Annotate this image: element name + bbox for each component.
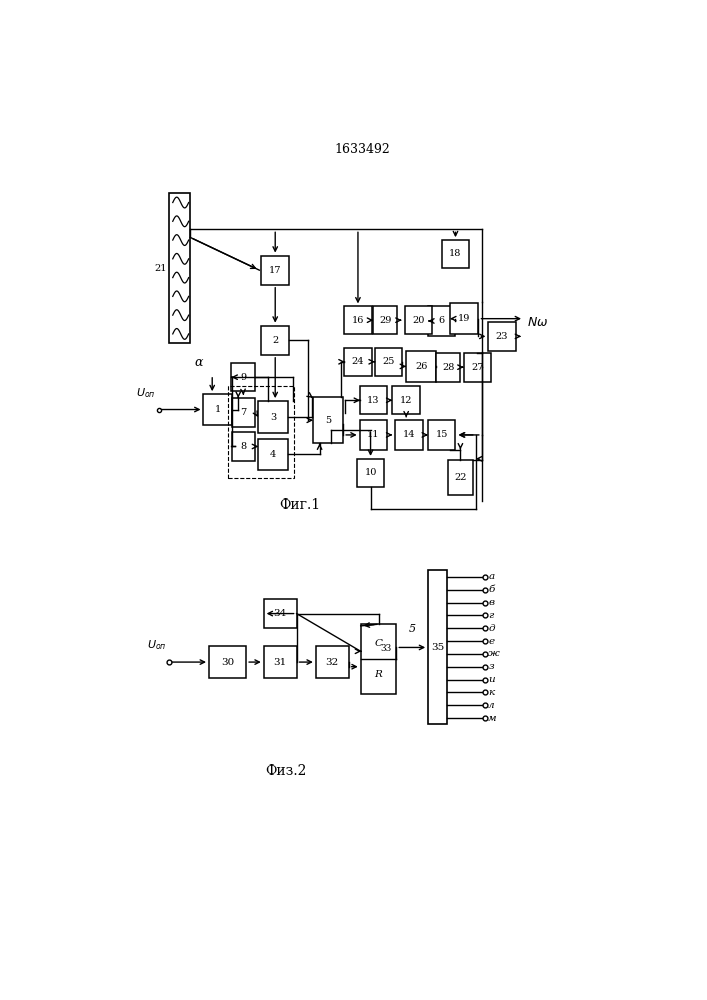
Bar (209, 646, 246, 678)
Text: 24: 24 (351, 357, 364, 366)
Bar (258, 439, 288, 470)
Bar (428, 306, 455, 336)
Bar (316, 646, 349, 678)
Bar (344, 306, 372, 334)
Text: 18: 18 (449, 249, 462, 258)
Bar (395, 420, 423, 450)
Bar (261, 256, 289, 285)
Text: 34: 34 (274, 609, 287, 618)
Text: 10: 10 (364, 468, 377, 477)
Bar (360, 420, 387, 450)
Text: 23: 23 (496, 332, 508, 341)
Text: 9: 9 (240, 373, 246, 382)
Bar (442, 240, 469, 268)
Text: 32: 32 (326, 658, 339, 667)
Bar (264, 599, 297, 628)
Text: 33: 33 (380, 644, 391, 653)
Text: 21: 21 (154, 264, 167, 273)
Bar (407, 351, 436, 382)
Bar (232, 432, 255, 461)
Text: л: л (489, 701, 495, 710)
Bar (448, 460, 473, 495)
Text: 31: 31 (274, 658, 287, 667)
Bar (428, 570, 448, 724)
Text: е: е (489, 637, 494, 646)
Text: 5: 5 (325, 416, 331, 425)
Text: α: α (194, 356, 203, 369)
Text: 26: 26 (415, 362, 428, 371)
Bar (232, 398, 255, 427)
Text: 29: 29 (379, 316, 391, 325)
Bar (392, 386, 420, 414)
Bar (264, 646, 297, 678)
Bar (489, 322, 516, 351)
Text: б: б (489, 585, 495, 594)
Bar (464, 353, 491, 382)
Bar (344, 348, 372, 376)
Text: з: з (489, 662, 494, 671)
Bar (373, 306, 397, 334)
Text: 1: 1 (214, 405, 221, 414)
Bar (170, 193, 190, 343)
Text: к: к (489, 688, 495, 697)
Text: в: в (489, 598, 494, 607)
Text: 22: 22 (454, 473, 467, 482)
Text: 30: 30 (221, 658, 234, 667)
Bar (375, 348, 402, 376)
Text: ж: ж (489, 649, 500, 658)
Text: $N\omega$: $N\omega$ (527, 316, 548, 329)
Text: 14: 14 (403, 430, 415, 439)
Text: 1633492: 1633492 (334, 143, 390, 156)
Text: 4: 4 (270, 450, 276, 459)
Text: 8: 8 (240, 442, 247, 451)
Text: г: г (489, 611, 493, 620)
Bar (450, 303, 479, 334)
Text: 7: 7 (240, 408, 247, 417)
Text: 17: 17 (269, 266, 281, 275)
Text: 35: 35 (431, 643, 444, 652)
Bar (231, 363, 255, 391)
Text: 6: 6 (439, 316, 445, 325)
Text: $U_{оп}$: $U_{оп}$ (136, 386, 156, 400)
Bar (428, 420, 455, 450)
Text: д: д (489, 624, 495, 633)
Text: 15: 15 (436, 430, 448, 439)
Bar (361, 624, 397, 694)
Bar (258, 401, 288, 433)
Text: 28: 28 (442, 363, 455, 372)
Text: 12: 12 (400, 396, 412, 405)
Text: 25: 25 (382, 357, 395, 366)
Text: 5: 5 (409, 624, 416, 634)
Text: м: м (489, 714, 497, 723)
Bar (360, 386, 387, 414)
Bar (204, 394, 232, 425)
Text: C: C (375, 639, 382, 648)
Text: R: R (375, 670, 382, 679)
Bar (313, 397, 343, 443)
Bar (261, 326, 289, 355)
Text: 27: 27 (471, 363, 484, 372)
Text: а: а (489, 572, 494, 581)
Text: 11: 11 (367, 430, 380, 439)
Text: Физ.2: Физ.2 (265, 764, 306, 778)
Bar (357, 459, 385, 487)
Text: 2: 2 (272, 336, 279, 345)
Text: 3: 3 (270, 413, 276, 422)
Text: 13: 13 (367, 396, 380, 405)
Text: 19: 19 (458, 314, 470, 323)
Bar (436, 353, 460, 382)
Bar (404, 306, 432, 334)
Text: $U_{оп}$: $U_{оп}$ (147, 638, 167, 652)
Text: Фиг.1: Фиг.1 (279, 498, 320, 512)
Text: и: и (489, 675, 495, 684)
Text: 20: 20 (412, 316, 424, 325)
Text: 16: 16 (352, 316, 364, 325)
Bar (228, 386, 294, 478)
